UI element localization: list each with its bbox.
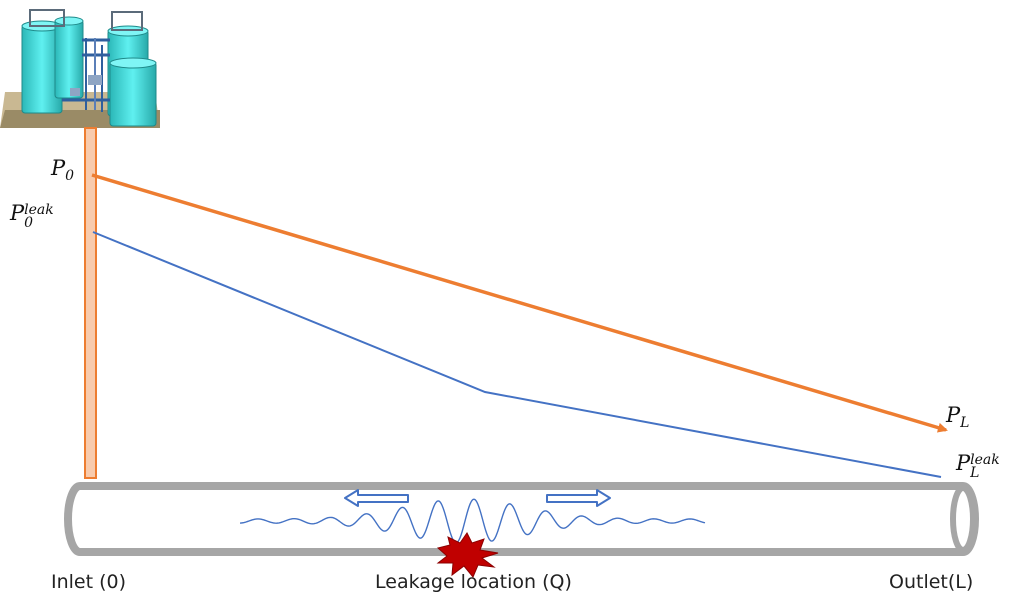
storage-tank-facility-icon bbox=[0, 9, 160, 128]
leak-burst-icon bbox=[436, 532, 499, 578]
leak-pressure-line bbox=[92, 231, 942, 478]
outlet-label: Outlet(L) bbox=[889, 571, 974, 593]
leakage-location-label: Leakage location (Q) bbox=[375, 571, 572, 593]
pipeline bbox=[64, 482, 979, 556]
pl-label: PL bbox=[946, 403, 970, 431]
arrow-left-icon bbox=[344, 489, 409, 507]
riser-pipe bbox=[84, 127, 97, 479]
normal-pressure-line bbox=[91, 173, 948, 433]
pressure-wave bbox=[239, 498, 706, 544]
p0-label: P0 bbox=[51, 156, 75, 184]
arrow-right-icon bbox=[546, 489, 611, 507]
inlet-label: Inlet (0) bbox=[51, 571, 127, 593]
